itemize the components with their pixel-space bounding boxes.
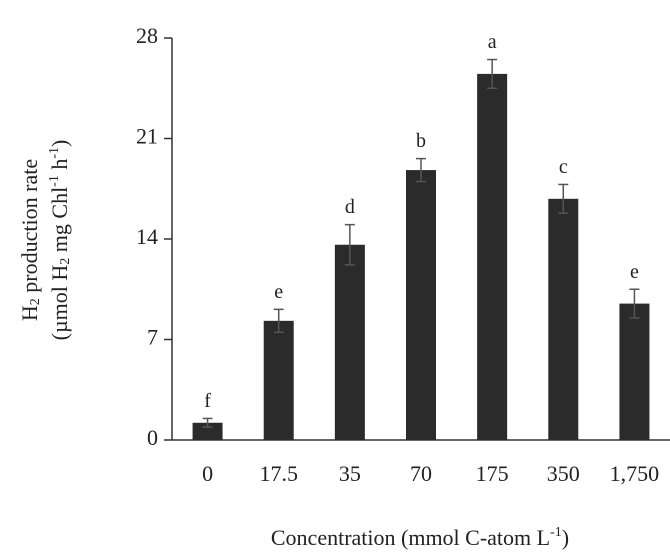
significance-letter: c <box>559 156 568 178</box>
x-tick-label: 0 <box>202 461 213 486</box>
x-tick-label: 1,750 <box>610 461 660 486</box>
significance-letter: e <box>630 261 639 283</box>
y-tick-label: 0 <box>147 425 158 450</box>
label-text: ) <box>47 140 72 147</box>
script-text: 2 <box>28 298 43 305</box>
significance-letter: f <box>204 390 211 412</box>
script-text: -1 <box>550 525 562 540</box>
script-text: 2 <box>58 258 73 265</box>
significance-letter: d <box>345 196 355 218</box>
label-text: h <box>47 159 72 176</box>
x-tick-label: 70 <box>410 461 432 486</box>
significance-letter: b <box>416 130 426 152</box>
bar <box>548 199 578 440</box>
label-text: production rate <box>17 159 42 298</box>
x-axis-label: Concentration (mmol C-atom L-1) <box>271 525 569 550</box>
y-axis-label: H2 production rate <box>17 159 43 321</box>
label-text: mg Chl <box>47 187 72 258</box>
x-tick-label: 175 <box>476 461 509 486</box>
script-text: -1 <box>47 147 62 159</box>
y-tick-label: 14 <box>136 224 158 249</box>
bar <box>619 304 649 440</box>
label-text: Concentration (mmol C-atom L <box>271 525 550 550</box>
x-tick-label: 350 <box>547 461 580 486</box>
label-text: ) <box>562 525 569 550</box>
bar <box>477 74 507 440</box>
y-tick-label: 7 <box>147 325 158 350</box>
significance-letter: e <box>274 281 283 303</box>
chart: H2 production rate (µmol H2 mg Chl-1 h-1… <box>0 0 670 557</box>
y-tick-label: 21 <box>136 124 158 149</box>
bar <box>406 170 436 440</box>
x-tick-label: 17.5 <box>259 461 298 486</box>
bar <box>335 245 365 440</box>
label-text: H <box>17 305 42 321</box>
y-tick-label: 28 <box>136 23 158 48</box>
significance-letter: a <box>488 31 497 53</box>
bar <box>264 321 294 440</box>
x-tick-label: 35 <box>339 461 361 486</box>
label-text: (µmol H <box>47 265 72 341</box>
script-text: -1 <box>47 175 62 187</box>
y-axis-label: (µmol H2 mg Chl-1 h-1) <box>47 140 73 341</box>
